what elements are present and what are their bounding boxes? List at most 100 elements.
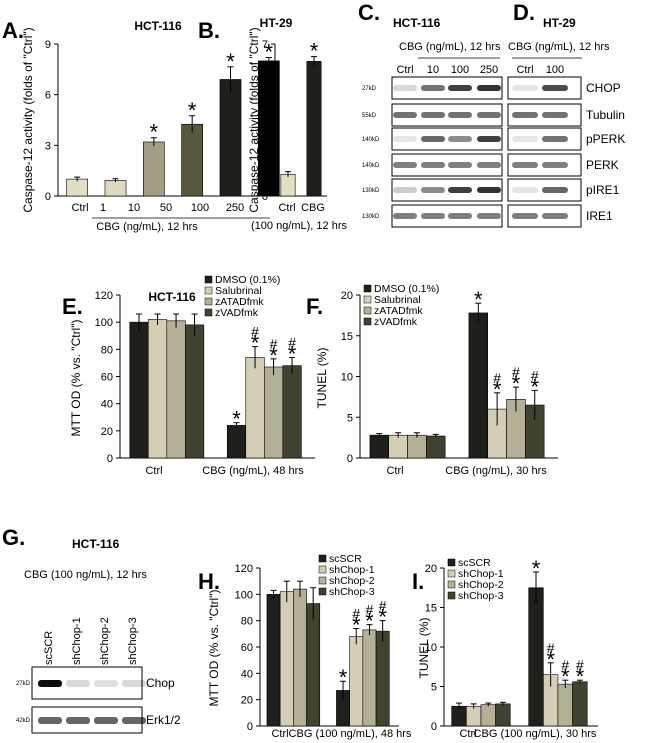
charts-layer: A. HCT-116 0 3 6 9 Caspase-12 activity (folds …	[2, 16, 598, 740]
blot-g-cell: HCT-116	[72, 537, 120, 551]
x-category-label: Ctrl	[271, 728, 288, 740]
blot-band	[542, 85, 568, 91]
blot-c-row-frame	[391, 103, 503, 127]
blot-kd-marker: 130kD	[362, 214, 380, 220]
blot-kd-marker: 27kD	[362, 86, 377, 92]
blot-c-cell: HCT-116	[393, 16, 441, 30]
blot-d-cell: HT-29	[543, 16, 576, 30]
blot-g-lane-shchop1: shChop-1	[71, 617, 83, 665]
significance-mark: *	[269, 343, 278, 368]
blot-kd-marker: 130kD	[362, 188, 380, 194]
blot-band	[477, 136, 501, 142]
blot-d-treatment: CBG (ng/mL), 12 hrs	[508, 41, 610, 53]
y-tick-label: 80	[101, 344, 113, 356]
y-tick-label: 100	[95, 317, 113, 329]
blot-g-treatment: CBG (100 ng/mL), 12 hrs	[24, 569, 147, 581]
significance-hash: #	[547, 640, 555, 656]
legend-swatch	[204, 308, 213, 317]
chart-title: HT-29	[260, 16, 293, 30]
panel-label-g: G.	[2, 525, 25, 550]
y-tick-label: 15	[341, 331, 353, 343]
blot-g-band	[94, 717, 118, 724]
blot-band	[393, 85, 417, 91]
significance-mark: *	[188, 98, 197, 123]
significance-mark: *	[251, 331, 260, 356]
legend-swatch	[318, 587, 327, 596]
y-tick-label: 10	[341, 372, 353, 384]
blot-band	[448, 162, 472, 168]
y-tick-label: 20	[241, 695, 253, 707]
blot-band	[393, 187, 417, 193]
panel-label-c: C.	[358, 0, 380, 25]
blot-kd-marker: 140kD	[362, 137, 380, 143]
y-tick-label: 9	[45, 39, 51, 51]
significance-mark: *	[365, 609, 374, 634]
blot-band	[393, 112, 417, 118]
blot-band	[393, 162, 417, 168]
y-tick-label: 60	[101, 372, 113, 384]
chart-a: A. HCT-116 0 3 6 9 Caspase-12 activity (folds …	[2, 18, 288, 233]
blot-band	[421, 162, 445, 168]
blot-band	[448, 187, 472, 193]
y-tick-label: 2	[262, 148, 268, 160]
significance-mark: *	[576, 664, 585, 689]
y-tick-label: 0	[45, 191, 51, 203]
panel-label-e: E.	[62, 294, 83, 319]
y-tick-label: 7	[262, 39, 268, 51]
blot-band	[512, 187, 538, 193]
y-tick-label: 5	[262, 82, 268, 94]
bar	[219, 79, 242, 197]
blot-band	[512, 85, 538, 91]
blot-band	[477, 213, 501, 219]
blot-g-lane-shchop2: shChop-2	[99, 617, 111, 665]
legend-label: Salubrinal	[374, 294, 421, 306]
legend-label: shChop-3	[329, 586, 375, 598]
blot-band	[542, 136, 568, 142]
y-axis-label: TUNEL (%)	[315, 348, 329, 409]
bar	[388, 434, 408, 459]
y-tick-label: 20	[425, 563, 437, 575]
blot-band	[477, 112, 501, 118]
blot-band	[477, 162, 501, 168]
blot-band	[421, 85, 445, 91]
blot-g-band	[38, 717, 62, 724]
blot-panel-g: G. HCT-116 CBG (100 ng/mL), 12 hrs scSCR…	[2, 525, 147, 665]
bar	[466, 705, 482, 727]
x-category-label: CBG (ng/mL), 30 hrs	[445, 465, 547, 477]
blot-rows: 27kD CHOP 55kD Tubulin 140kD pPERK 140kD PERK 13…	[362, 76, 625, 228]
significance-mark: *	[546, 647, 555, 672]
blot-g-band	[66, 680, 90, 687]
legend-swatch	[204, 275, 213, 284]
legend-swatch	[204, 297, 213, 306]
legend-swatch	[318, 565, 327, 574]
y-tick-label: 6	[45, 90, 51, 102]
bar	[528, 587, 544, 727]
blot-band	[512, 162, 538, 168]
legend-swatch	[363, 317, 372, 326]
significance-hash: #	[270, 336, 278, 352]
significance-hash: #	[531, 367, 539, 383]
y-tick-label: 20	[341, 290, 353, 302]
blot-g-band	[94, 680, 118, 687]
legend-label: zATADfmk	[215, 296, 264, 308]
y-tick-label: 0	[431, 721, 437, 733]
x-group-label: CBG (ng/mL), 12 hrs	[96, 221, 198, 233]
blot-c-row-frame	[391, 127, 503, 151]
bar	[375, 630, 390, 727]
blot-g-kd-marker: 27kD	[16, 681, 31, 687]
legend-swatch	[363, 295, 372, 304]
legend-label: shChop-1	[458, 568, 504, 580]
y-tick-label: 5	[347, 412, 353, 424]
y-axis-label: TUNEL (%)	[417, 618, 431, 679]
y-tick-label: 15	[425, 603, 437, 615]
blot-row-label: pPERK	[586, 132, 625, 146]
significance-mark: *	[530, 374, 539, 399]
blot-c-lane-10: 10	[427, 64, 439, 76]
blot-band	[512, 112, 538, 118]
y-tick-label: 0	[247, 721, 253, 733]
blot-panel-d: D. HT-29 CBG (ng/mL), 12 hrs Ctrl 100	[508, 0, 610, 76]
bar	[245, 357, 265, 459]
blot-band	[512, 213, 538, 219]
x-category-label: 10	[128, 202, 140, 214]
x-category-label: 50	[160, 202, 172, 214]
